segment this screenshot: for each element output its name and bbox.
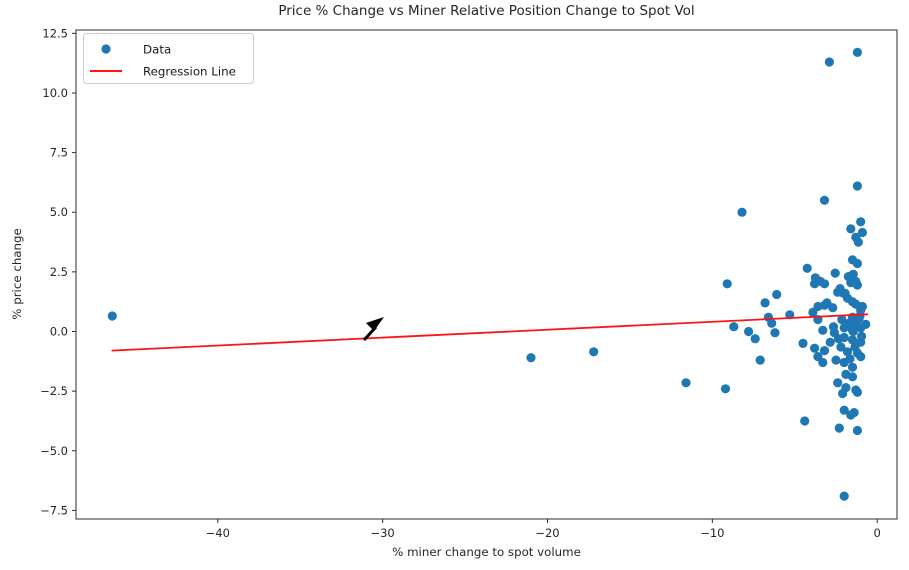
y-axis-label: % price change: [10, 228, 24, 320]
data-point: [831, 355, 841, 365]
legend: Data Regression Line: [83, 33, 254, 84]
scatter-points: [107, 47, 871, 501]
data-point: [828, 303, 838, 313]
data-point: [847, 362, 858, 372]
data-point: [848, 326, 858, 337]
cursor-head: [366, 317, 384, 331]
data-point: [861, 319, 871, 329]
y-tick-label: 12.5: [42, 26, 68, 40]
data-point: [819, 195, 830, 205]
legend-label-data: Data: [143, 43, 171, 57]
y-tick-label: −7.5: [40, 503, 68, 517]
data-point: [839, 332, 849, 343]
data-point: [846, 224, 856, 234]
plot-border: [75, 29, 898, 520]
legend-marker-data: [101, 44, 111, 54]
data-point: [857, 301, 868, 312]
data-point: [107, 311, 117, 321]
x-axis-label: % miner change to spot volume: [392, 545, 581, 559]
data-point: [853, 237, 863, 247]
data-point: [681, 378, 691, 388]
data-point: [760, 298, 770, 308]
data-point: [845, 354, 855, 364]
data-point: [744, 326, 754, 337]
legend-label-regression: Regression Line: [143, 65, 236, 79]
data-point: [842, 347, 853, 357]
data-point: [857, 227, 868, 238]
data-point: [825, 337, 835, 347]
data-point: [737, 207, 747, 217]
data-point: [852, 47, 863, 58]
y-tick-label: 2.5: [50, 265, 68, 279]
data-point: [819, 346, 830, 356]
data-point: [839, 491, 849, 501]
y-axis: 12.5 10.0 7.5 5.0 2.5 0.0 −2.5 −5.0 −7.5: [40, 26, 76, 517]
x-tick-label: −30: [370, 526, 394, 540]
data-point: [852, 425, 863, 436]
data-point: [802, 263, 812, 273]
chart-title: Price % Change vs Miner Relative Positio…: [278, 3, 695, 19]
y-tick-label: 5.0: [50, 205, 68, 219]
data-point: [841, 383, 851, 393]
data-point: [847, 372, 858, 382]
y-tick-label: −5.0: [40, 444, 68, 458]
data-point: [772, 289, 782, 300]
data-point: [770, 328, 780, 338]
y-tick-label: 7.5: [50, 146, 68, 160]
data-point: [852, 258, 863, 269]
data-point: [834, 423, 844, 433]
mouse-cursor-icon: [362, 317, 384, 342]
data-point: [729, 322, 739, 332]
y-tick-label: 0.0: [50, 325, 68, 339]
y-tick-label: −2.5: [40, 384, 68, 398]
x-tick-label: −10: [700, 526, 724, 540]
data-point: [750, 334, 760, 344]
data-point: [847, 335, 858, 345]
x-tick-label: 0: [874, 526, 881, 540]
regression-line: [111, 313, 869, 352]
data-point: [824, 57, 835, 67]
data-point: [767, 318, 777, 328]
data-point: [722, 279, 732, 289]
data-point: [857, 331, 867, 341]
data-point: [852, 181, 863, 191]
data-point: [798, 338, 808, 348]
data-point: [800, 416, 810, 426]
data-point: [839, 405, 849, 415]
data-point: [852, 280, 863, 290]
data-point: [755, 355, 765, 365]
data-point: [833, 378, 843, 388]
data-point: [818, 357, 828, 368]
data-point: [837, 315, 847, 325]
data-point: [589, 347, 599, 357]
legend-box: [83, 33, 254, 84]
data-point: [849, 408, 859, 418]
data-point: [836, 342, 846, 352]
data-point: [810, 343, 820, 353]
data-point: [720, 384, 731, 394]
data-point: [852, 387, 863, 397]
data-point: [856, 352, 866, 362]
x-tick-label: −40: [206, 526, 230, 540]
x-axis: −40 −30 −20 −10 0: [206, 519, 881, 540]
data-point: [818, 325, 828, 335]
y-tick-label: 10.0: [42, 86, 68, 100]
data-point: [819, 279, 830, 289]
data-point: [856, 217, 866, 227]
data-point: [830, 268, 840, 278]
data-point: [526, 353, 536, 363]
data-point: [848, 269, 858, 279]
x-tick-label: −20: [535, 526, 559, 540]
